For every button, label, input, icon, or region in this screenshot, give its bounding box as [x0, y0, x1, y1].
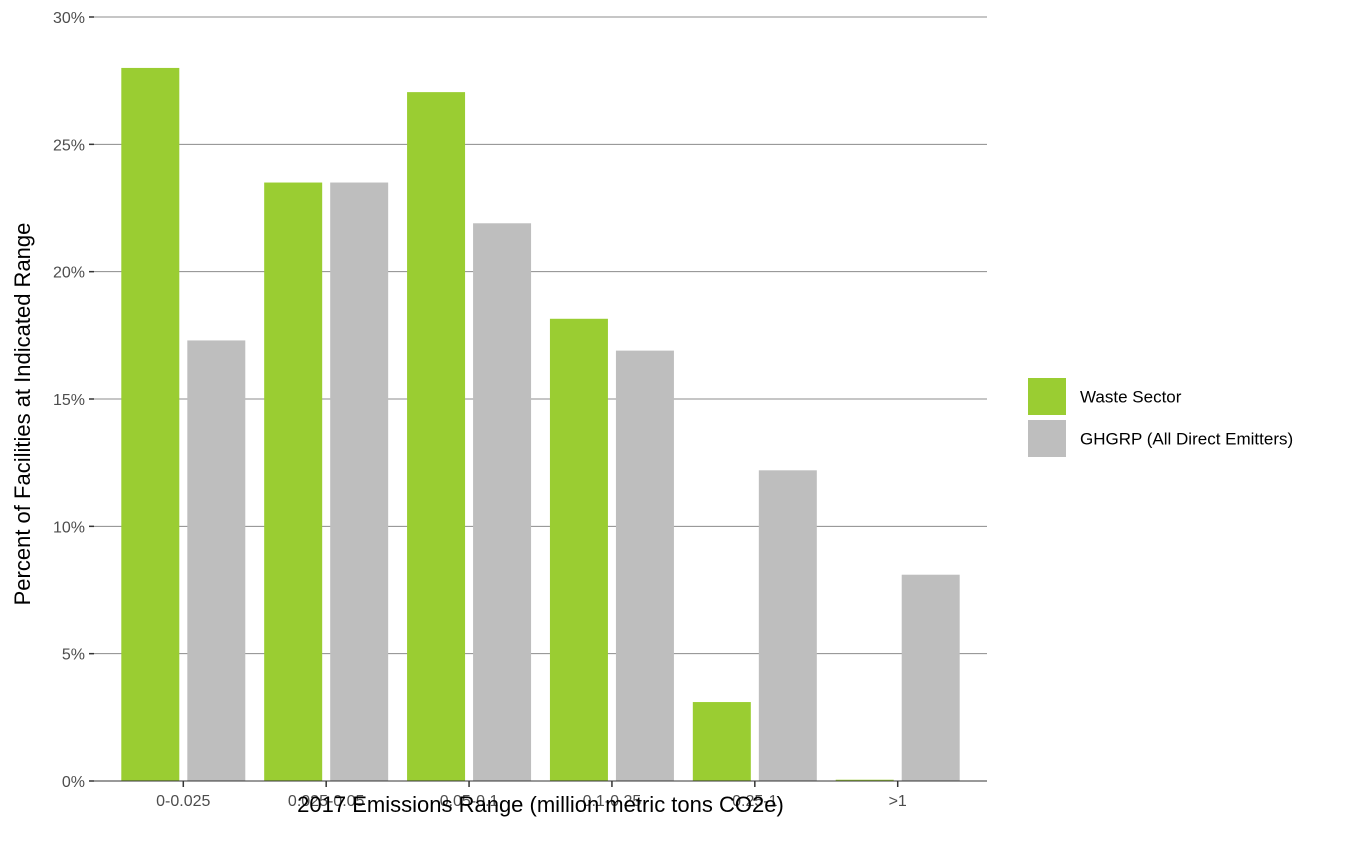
legend-label-waste-sector: Waste Sector	[1080, 388, 1182, 407]
x-axis-title: 2017 Emissions Range (million metric ton…	[297, 792, 784, 817]
y-tick-label: 30%	[53, 10, 85, 27]
legend-label-ghgrp: GHGRP (All Direct Emitters)	[1080, 430, 1293, 449]
bar-ghgrp-2	[473, 223, 532, 781]
y-tick-label: 10%	[53, 519, 85, 536]
x-tick-label: 0-0.025	[156, 793, 210, 810]
y-tick-label: 5%	[62, 647, 85, 664]
bar-ghgrp-3	[615, 350, 674, 781]
x-tick-label: 0.25-1	[732, 793, 777, 810]
legend: Waste Sector GHGRP (All Direct Emitters)	[1028, 378, 1293, 457]
x-tick-label: >1	[889, 793, 907, 810]
x-tick-label: 0.025-0.05	[288, 793, 365, 810]
bar-ghgrp-1	[330, 182, 389, 782]
bars	[121, 67, 960, 782]
x-tick-label: 0.1-0.25	[583, 793, 642, 810]
y-axis-title: Percent of Facilities at Indicated Range	[10, 223, 35, 606]
x-axis-ticks: 0-0.025 0.025-0.05 0.05-0.1 0.1-0.25 0.25-1 >…	[156, 781, 907, 810]
y-tick-label: 15%	[53, 392, 85, 409]
legend-swatch-ghgrp	[1028, 420, 1066, 457]
bar-ghgrp-5	[901, 574, 960, 781]
bar-waste-sector-3	[549, 318, 608, 781]
bar-waste-sector-0	[121, 67, 180, 781]
bar-ghgrp-0	[187, 340, 246, 781]
bar-waste-sector-5	[835, 779, 894, 781]
legend-swatch-waste-sector	[1028, 378, 1066, 415]
bar-waste-sector-2	[407, 92, 466, 782]
y-axis-ticks: 0% 5% 10% 15% 20% 25% 30%	[53, 10, 94, 791]
y-tick-label: 20%	[53, 265, 85, 282]
bar-ghgrp-4	[758, 470, 817, 781]
y-tick-label: 0%	[62, 774, 85, 791]
x-tick-label: 0.05-0.1	[440, 793, 499, 810]
y-tick-label: 25%	[53, 137, 85, 154]
bar-waste-sector-4	[692, 702, 751, 781]
bar-waste-sector-1	[264, 182, 323, 782]
